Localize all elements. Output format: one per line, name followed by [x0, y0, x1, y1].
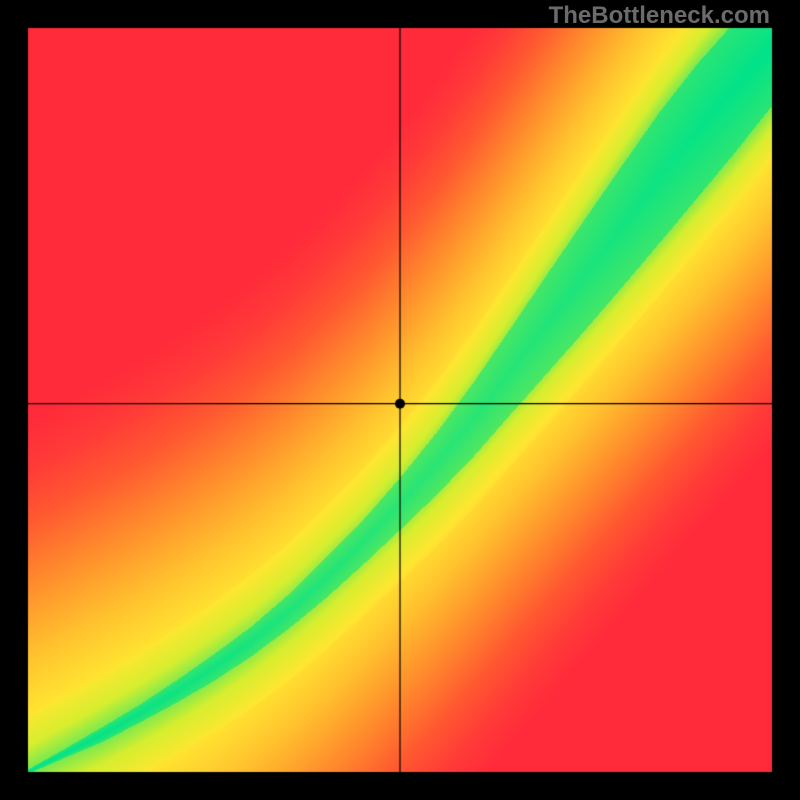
watermark-text: TheBottleneck.com — [549, 2, 770, 30]
bottleneck-heatmap — [0, 0, 800, 800]
chart-root: { "watermark": { "text": "TheBottleneck.… — [0, 0, 800, 800]
